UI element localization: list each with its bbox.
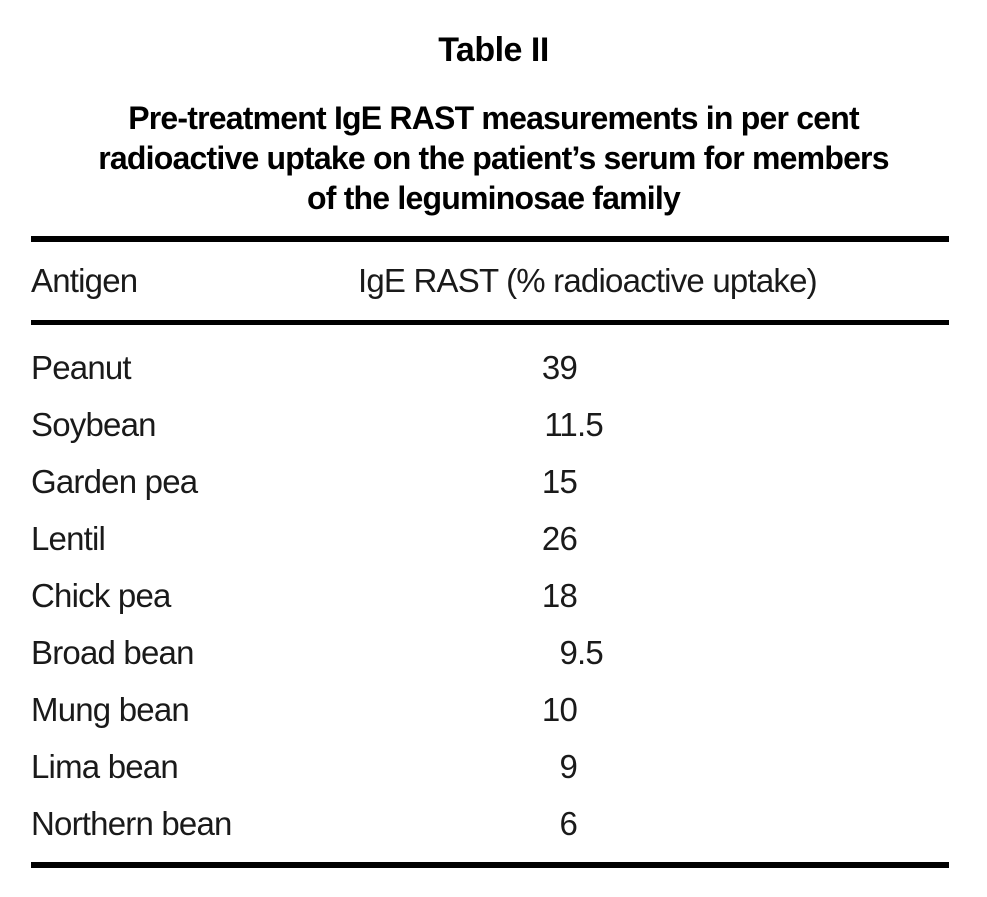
value-integer-part: 15 [541,462,578,500]
value-fraction-part: .5 [577,405,604,443]
table-header-row: Antigen IgE RAST (% radioactive uptake) [31,242,949,320]
table-caption: Pre-treatment IgE RAST measurements in p… [19,98,969,218]
antigen-cell: Garden pea [31,462,198,500]
antigen-cell: Lima bean [31,747,179,785]
value-integer-part: 11 [544,405,577,443]
value-cell: 26 [358,510,578,567]
antigen-cell: Broad bean [31,633,194,671]
table-row: Soybean 11.5 [31,396,949,453]
value-cell: 9.5 [358,624,603,681]
table-label: Table II [438,31,549,69]
table-row: Broad bean 9.5 [31,624,949,681]
table-row: Lima bean 9 [31,738,949,795]
caption-line-2: radioactive uptake on the patient’s seru… [98,140,889,176]
value-integer-part: 18 [541,576,578,614]
antigen-cell: Mung bean [31,690,190,728]
value-cell: 39 [358,339,578,396]
data-table: Antigen IgE RAST (% radioactive uptake) … [31,236,949,868]
column-header-ige-rast: IgE RAST (% radioactive uptake) [358,262,818,299]
value-cell: 15 [358,453,578,510]
table-bottom-rule [31,862,949,868]
value-integer-part: 6 [559,804,577,842]
value-integer-part: 9 [559,633,577,671]
value-integer-part: 9 [559,747,577,785]
caption-line-3: of the leguminosae family [307,180,681,216]
table-row: Garden pea 15 [31,453,949,510]
antigen-cell: Lentil [31,519,106,557]
value-cell: 9 [358,738,577,795]
antigen-cell: Peanut [31,348,132,386]
column-header-antigen: Antigen [31,262,138,299]
value-integer-part: 39 [541,348,578,386]
antigen-cell: Chick pea [31,576,171,614]
table-row: Lentil 26 [31,510,949,567]
table-row: Northern bean 6 [31,795,949,852]
table-body: Peanut 39 Soybean 11.5 Garden pea 15 [31,325,949,862]
antigen-cell: Soybean [31,405,156,443]
table-row: Peanut 39 [31,339,949,396]
value-cell: 10 [358,681,578,738]
value-integer-part: 26 [541,519,578,557]
value-cell: 18 [358,567,578,624]
antigen-cell: Northern bean [31,804,232,842]
caption-line-1: Pre-treatment IgE RAST measurements in p… [128,100,859,136]
value-integer-part: 10 [541,690,578,728]
value-cell: 11.5 [358,396,603,453]
table-top-rule [31,236,949,242]
value-fraction-part: .5 [577,633,604,671]
table-row: Chick pea 18 [31,567,949,624]
value-cell: 6 [358,795,577,852]
table-header-rule [31,320,949,325]
table-row: Mung bean 10 [31,681,949,738]
